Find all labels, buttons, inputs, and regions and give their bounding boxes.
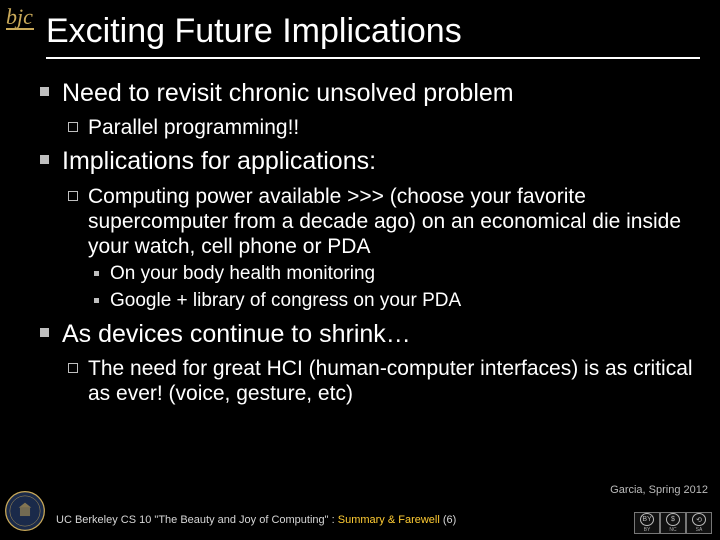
bullet-level1: Implications for applications: (34, 146, 700, 177)
date-label: Garcia, Spring 2012 (610, 484, 708, 496)
berkeley-seal-icon (4, 490, 46, 532)
cc-sa-icon: ⟲SA (686, 512, 712, 534)
footer-page: (6) (440, 514, 457, 526)
bullet-level2: Parallel programming!! (62, 115, 700, 140)
bullet-level3: On your body health monitoring (88, 263, 700, 286)
bullet-level3: Google + library of congress on your PDA (88, 290, 700, 313)
bullet-level1: Need to revisit chronic unsolved problem (34, 78, 700, 109)
bullet-level2: The need for great HCI (human-computer i… (62, 356, 700, 406)
footer-text: UC Berkeley CS 10 "The Beauty and Joy of… (56, 514, 456, 526)
cc-license-badge: BYBY $NC ⟲SA (634, 512, 712, 534)
bullet-level1: As devices continue to shrink… (34, 319, 700, 350)
cc-nc-icon: $NC (660, 512, 686, 534)
cc-by-icon: BYBY (634, 512, 660, 534)
slide-content: Need to revisit chronic unsolved problem… (34, 72, 700, 408)
logo-text: bjc (6, 4, 33, 29)
bullet-level2: Computing power available >>> (choose yo… (62, 184, 700, 260)
footer-prefix: UC Berkeley CS 10 "The Beauty and Joy of… (56, 514, 338, 526)
slide: bjc Exciting Future Implications Need to… (0, 0, 720, 540)
bjc-logo: bjc (6, 4, 34, 30)
footer-highlight: Summary & Farewell (338, 514, 440, 526)
slide-title: Exciting Future Implications (46, 12, 700, 59)
